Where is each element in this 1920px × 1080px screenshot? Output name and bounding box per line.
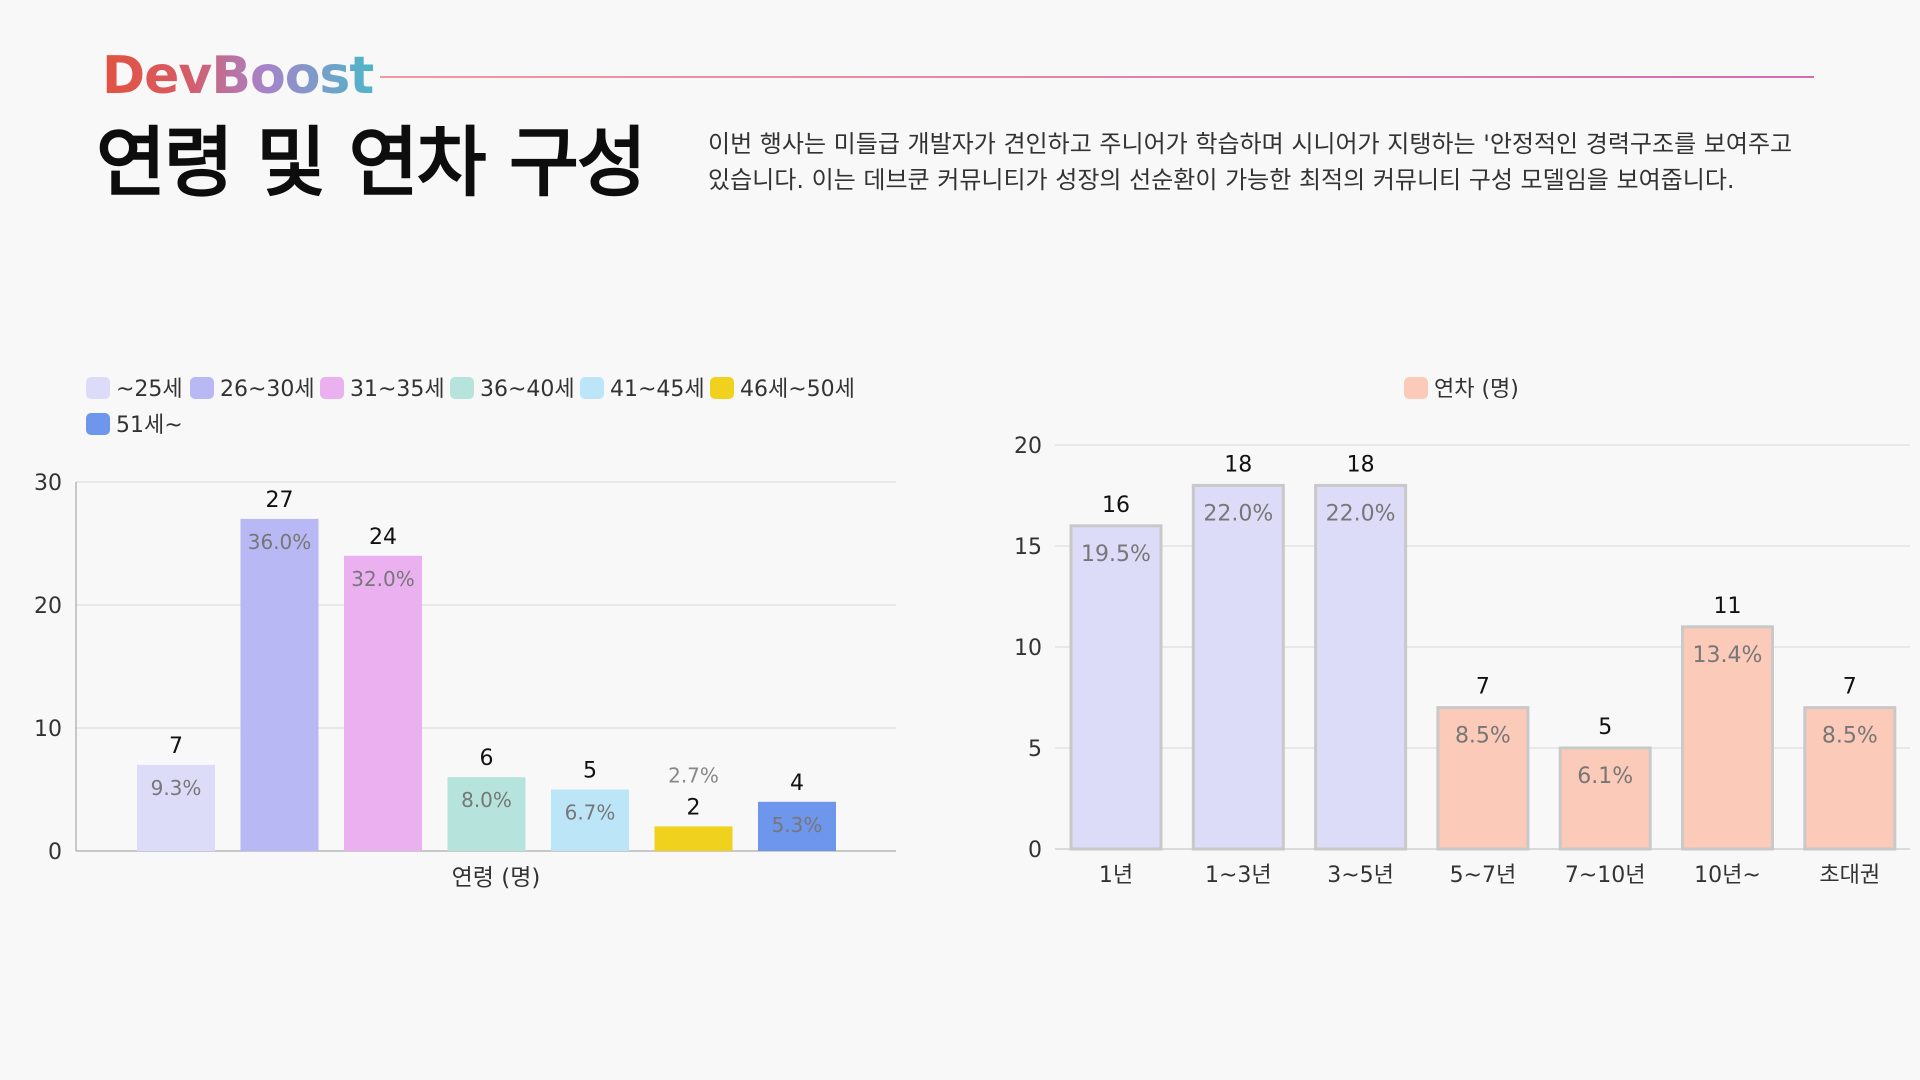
x-axis-title: 연령 (명) (452, 865, 541, 891)
bar (240, 518, 319, 851)
bar-percent-label: 22.0% (1326, 501, 1396, 526)
bar (551, 789, 629, 851)
bar-value-label: 2 (687, 795, 701, 820)
x-tick-label: 7~10년 (1565, 863, 1646, 888)
bar (654, 826, 733, 851)
bar (1803, 706, 1897, 851)
bar-value-label: 5 (1598, 715, 1612, 740)
y-tick-label: 30 (34, 471, 62, 496)
y-tick-label: 5 (1028, 737, 1042, 762)
legend-swatch (710, 377, 734, 399)
y-tick-label: 20 (34, 594, 62, 619)
bar-value-label: 27 (266, 488, 294, 513)
bar-value-label: 18 (1347, 452, 1375, 477)
bar-value-label: 18 (1224, 452, 1252, 477)
bar-value-label: 4 (790, 771, 804, 796)
y-tick-label: 15 (1014, 535, 1042, 560)
age-chart: ~25세 26~30세 31~35세 36~40세 41~45세 46세~50세 51세~ 0… (34, 377, 896, 891)
legend-swatch (580, 377, 604, 399)
legend-label: 51세~ (116, 413, 183, 438)
bar-percent-label: 32.0% (351, 567, 415, 591)
legend-label: 36~40세 (480, 377, 575, 402)
x-tick-label: 5~7년 (1450, 863, 1517, 888)
bar-percent-label: 5.3% (772, 813, 823, 837)
bar-value-label: 16 (1102, 493, 1130, 518)
legend-label: 46세~50세 (740, 377, 855, 402)
legend-label: 26~30세 (220, 377, 315, 402)
x-tick-label: 초대권 (1819, 863, 1880, 888)
bar-value-label: 7 (1843, 675, 1857, 700)
bar-value-label: 7 (1476, 675, 1490, 700)
bar (1436, 706, 1530, 851)
bar-percent-label: 6.7% (565, 801, 616, 825)
bar-percent-label: 8.5% (1455, 724, 1511, 749)
legend-swatch (320, 377, 344, 399)
bar (137, 764, 215, 851)
bar (1558, 746, 1652, 851)
bar-value-label: 24 (369, 525, 397, 550)
x-tick-label: 1~3년 (1205, 863, 1272, 888)
y-tick-label: 10 (34, 717, 62, 742)
bar-percent-label: 22.0% (1203, 501, 1273, 526)
bar (1314, 483, 1408, 851)
bar (447, 777, 526, 851)
header-divider (380, 76, 1814, 78)
legend-label: 41~45세 (610, 377, 705, 402)
bar-percent-label: 36.0% (248, 530, 312, 554)
legend-label: 31~35세 (350, 377, 445, 402)
y-tick-label: 20 (1014, 434, 1042, 459)
bar-percent-label: 2.7% (668, 763, 719, 787)
y-tick-label: 0 (1028, 838, 1042, 863)
legend-swatch (450, 377, 474, 399)
bar-value-label: 6 (480, 746, 494, 771)
bar-value-label: 11 (1714, 594, 1742, 619)
bar-percent-label: 6.1% (1577, 764, 1633, 789)
y-tick-label: 0 (48, 840, 62, 865)
y-tick-label: 10 (1014, 636, 1042, 661)
intro-paragraph: 이번 행사는 미들급 개발자가 견인하고 주니어가 학습하며 시니어가 지탱하는… (708, 130, 1793, 194)
x-tick-label: 3~5년 (1327, 863, 1394, 888)
bar (344, 555, 422, 851)
bar (1191, 483, 1285, 851)
bar-value-label: 7 (169, 734, 183, 759)
bar (1069, 524, 1163, 851)
legend-swatch (1404, 377, 1428, 399)
bar-percent-label: 9.3% (151, 776, 202, 800)
bar-percent-label: 8.5% (1822, 724, 1878, 749)
bar-percent-label: 19.5% (1081, 542, 1151, 567)
legend-swatch (86, 413, 110, 435)
bar (758, 801, 836, 851)
x-tick-label: 1년 (1099, 863, 1133, 888)
legend-swatch (86, 377, 110, 399)
x-tick-label: 10년~ (1694, 863, 1761, 888)
devboost-logo: DevBoost (102, 46, 374, 106)
bar-percent-label: 8.0% (461, 788, 512, 812)
page-title: 연령 및 연차 구성 (96, 118, 647, 207)
legend-label: 연차 (명) (1434, 377, 1519, 402)
bar-percent-label: 13.4% (1693, 643, 1763, 668)
legend-label: ~25세 (116, 377, 183, 402)
bar-value-label: 5 (583, 759, 597, 784)
legend-swatch (190, 377, 214, 399)
bar (1681, 625, 1774, 851)
